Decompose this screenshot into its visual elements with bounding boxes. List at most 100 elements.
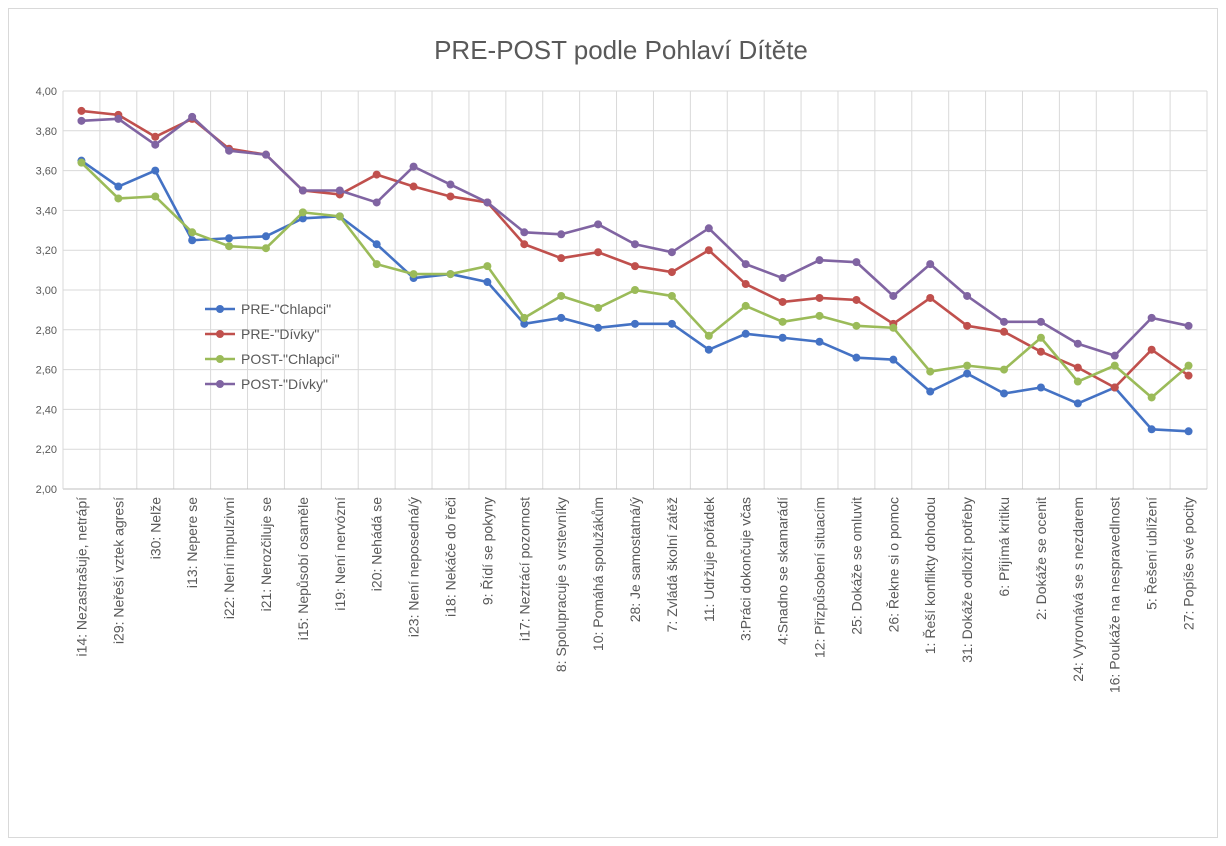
- data-point: [188, 112, 197, 121]
- data-point: [261, 244, 270, 253]
- data-point: [594, 220, 603, 229]
- x-tick-label: i14: Nezastrašuje, netrápí: [73, 497, 89, 657]
- x-tick-label: 10: Pomáhá spolužákům: [590, 497, 606, 651]
- data-point: [557, 254, 566, 263]
- legend-entry: POST-"Chlapci": [205, 351, 340, 367]
- data-point: [1110, 351, 1119, 360]
- data-point: [298, 186, 307, 195]
- chart-title: PRE-POST podle Pohlaví Dítěte: [434, 35, 808, 65]
- data-point: [667, 319, 676, 328]
- data-point: [963, 291, 972, 300]
- data-point: [704, 345, 713, 354]
- data-point: [1073, 339, 1082, 348]
- data-point: [852, 353, 861, 362]
- data-point: [963, 361, 972, 370]
- data-point: [1184, 371, 1193, 380]
- data-point: [889, 355, 898, 364]
- axes: [62, 91, 1207, 490]
- x-tick-label: 26: Řekne si o pomoc: [885, 497, 901, 632]
- data-point: [704, 224, 713, 233]
- data-point: [1036, 317, 1045, 326]
- data-point: [852, 295, 861, 304]
- data-point: [114, 194, 123, 203]
- data-point: [704, 331, 713, 340]
- data-point: [778, 317, 787, 326]
- legend-marker: [216, 330, 224, 338]
- data-point: [963, 321, 972, 330]
- x-tick-label: 2: Dokáže se ocenit: [1033, 497, 1049, 620]
- x-tick-label: 7: Zvládá školní zátěž: [664, 497, 680, 632]
- y-tick-label: 2,60: [36, 365, 57, 377]
- data-point: [667, 291, 676, 300]
- data-point: [778, 333, 787, 342]
- x-tick-label: 3:Práci dokončuje včas: [738, 497, 754, 641]
- x-tick-label: 11: Udržuje pořádek: [701, 496, 717, 622]
- x-tick-label: i15: Nepůsobí osaměle: [295, 497, 311, 640]
- data-point: [372, 260, 381, 269]
- data-point: [1000, 317, 1009, 326]
- series-lines: [77, 106, 1193, 436]
- data-point: [1147, 345, 1156, 354]
- data-point: [667, 268, 676, 277]
- data-point: [261, 150, 270, 159]
- x-tick-label: 4:Snadno se skamarádí: [775, 497, 791, 645]
- data-point: [741, 260, 750, 269]
- y-tick-label: 2,20: [36, 444, 57, 456]
- data-point: [520, 319, 529, 328]
- data-point: [852, 321, 861, 330]
- x-tick-label: 9: Řídí se pokyny: [479, 497, 495, 605]
- data-point: [151, 192, 160, 201]
- x-tick-label: 25: Dokáže se omluvit: [848, 497, 864, 635]
- data-point: [483, 278, 492, 287]
- data-point: [594, 303, 603, 312]
- data-point: [741, 280, 750, 289]
- data-point: [815, 337, 824, 346]
- series-4: [77, 112, 1193, 360]
- data-point: [298, 214, 307, 223]
- data-point: [261, 232, 270, 241]
- x-tick-label: 12: Přizpůsobení situacím: [812, 497, 828, 658]
- data-point: [741, 301, 750, 310]
- data-point: [926, 260, 935, 269]
- y-axis-ticks: 2,00 2,20 2,40 2,60 2,80 3,00 3,20 3,40 3,60 3,80…: [36, 86, 57, 496]
- x-tick-label: 1: Řeší konflikty dohodou: [922, 497, 938, 654]
- data-point: [114, 182, 123, 191]
- legend-label: PRE-"Chlapci": [241, 301, 331, 317]
- data-point: [446, 270, 455, 279]
- x-tick-label: 5: Řešení ublížení: [1144, 497, 1160, 610]
- data-point: [926, 387, 935, 396]
- data-point: [815, 293, 824, 302]
- data-point: [1000, 389, 1009, 398]
- data-point: [225, 146, 234, 155]
- data-point: [446, 180, 455, 189]
- data-point: [963, 369, 972, 378]
- x-tick-label: 27: Popíše své pocity: [1181, 497, 1197, 630]
- data-point: [1110, 361, 1119, 370]
- data-point: [151, 132, 160, 141]
- data-point: [520, 228, 529, 237]
- x-tick-label: i22: Není impulzivní: [221, 497, 237, 619]
- data-point: [77, 106, 86, 115]
- data-point: [1184, 427, 1193, 436]
- y-tick-label: 4,00: [36, 86, 57, 98]
- data-point: [852, 258, 861, 267]
- data-point: [1184, 321, 1193, 330]
- data-point: [188, 236, 197, 245]
- data-point: [1184, 361, 1193, 370]
- line-chart: PRE-POST podle Pohlaví Dítěte 2,002,202,…: [36, 35, 1208, 693]
- legend-marker: [216, 380, 224, 388]
- legend-label: POST-"Dívky": [241, 376, 328, 392]
- legend-entry: POST-"Dívky": [205, 376, 328, 392]
- data-point: [631, 286, 639, 294]
- data-point: [372, 198, 381, 207]
- data-point: [1036, 333, 1045, 342]
- data-point: [446, 192, 455, 201]
- data-point: [483, 262, 492, 271]
- data-point: [557, 230, 566, 239]
- x-tick-label: 31: Dokáže odložit potřeby: [959, 497, 975, 663]
- data-point: [1036, 383, 1045, 392]
- data-point: [409, 182, 418, 191]
- data-point: [631, 319, 639, 328]
- x-tick-label: 28: Je samostatná/ý: [627, 497, 643, 622]
- data-point: [151, 166, 160, 175]
